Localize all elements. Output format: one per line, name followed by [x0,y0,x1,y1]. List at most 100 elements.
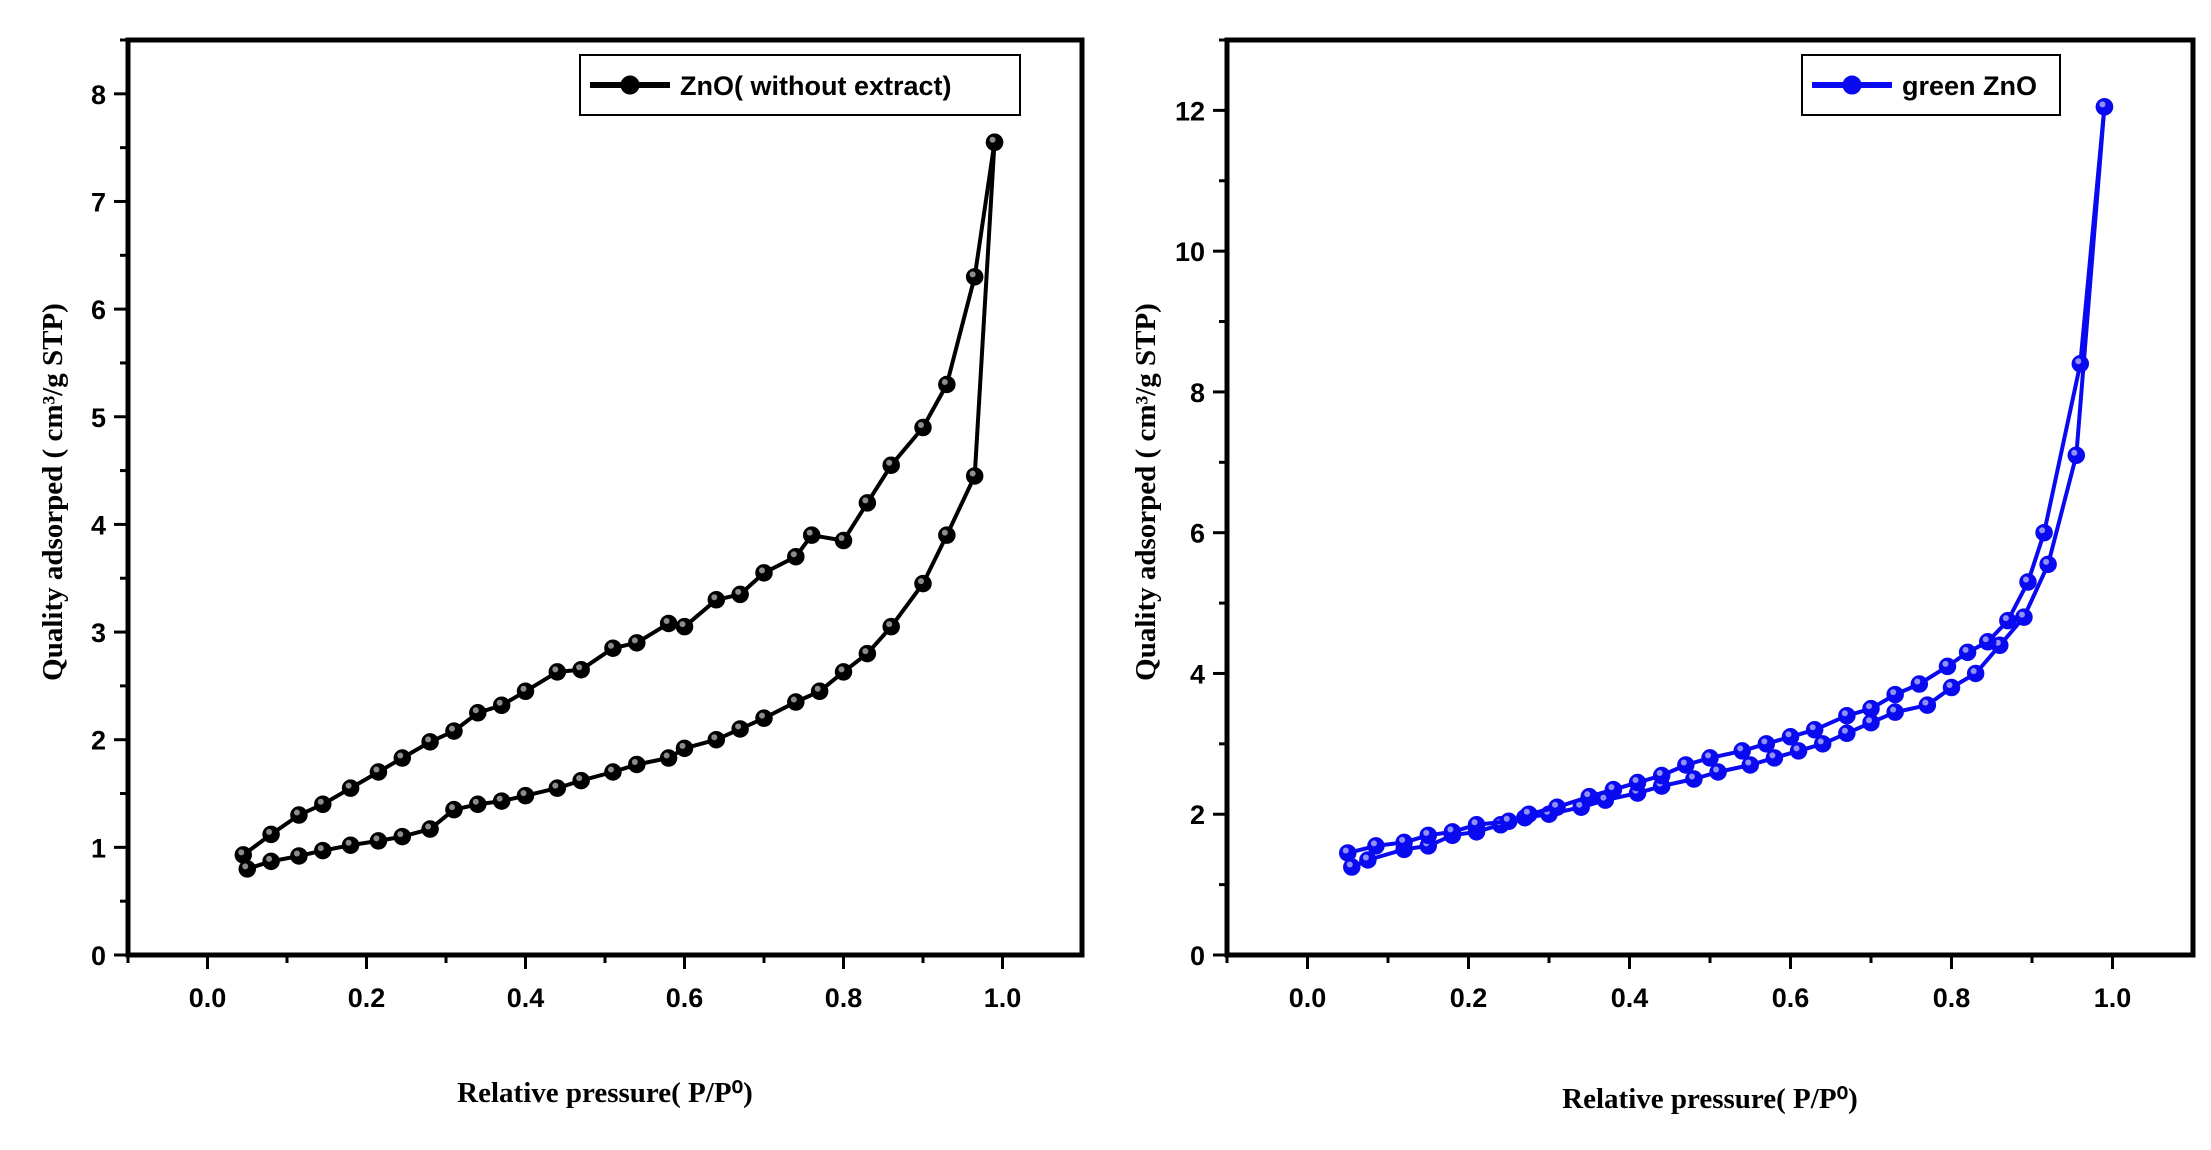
data-point [707,591,726,609]
data-point-highlight [266,828,273,835]
data-point [262,825,280,844]
data-point-highlight [1962,646,1969,653]
data-point-highlight [679,742,686,749]
data-point-highlight [2099,101,2106,108]
x-axis-title: Relative pressure( P/P⁰) [457,1077,753,1109]
data-point [1838,724,1856,743]
data-point [516,786,535,805]
data-point-highlight [1769,752,1776,759]
data-point-highlight [1745,759,1752,766]
data-point [675,617,694,636]
data-point [1580,787,1598,806]
data-point [1520,805,1538,823]
y-tick-label: 2 [91,726,106,756]
x-tick-label: 0.8 [1933,983,1971,1013]
data-point [1966,664,1985,683]
data-point-highlight [1785,731,1792,738]
data-point-highlight [1922,699,1929,706]
y-tick-label: 4 [91,510,106,540]
data-point-highlight [969,271,976,278]
data-point-highlight [425,736,432,743]
data-point [731,585,749,604]
data-point [516,682,535,701]
data-point-highlight [838,666,845,673]
data-point [1838,706,1856,725]
data-point [1942,678,1961,697]
data-point [858,644,877,663]
data-point-highlight [1632,777,1639,784]
data-point [1395,833,1413,852]
x-tick-label: 0.0 [189,983,227,1013]
data-point-highlight [472,798,479,805]
data-point-highlight [1656,770,1663,777]
y-tick-label: 0 [1190,941,1205,971]
data-point-highlight [1890,689,1897,696]
data-point-highlight [1576,801,1583,808]
data-point [882,456,900,474]
data-point [1443,823,1462,841]
data-point-highlight [679,621,686,628]
data-point [787,547,805,566]
data-point-highlight [242,863,249,870]
legend-label: green ZnO [1902,71,2037,101]
x-tick-label: 0.2 [1450,983,1488,1013]
data-point [290,847,308,865]
y-axis-title: Quality adsorped ( cm³/g STP) [1130,303,1162,681]
data-point-highlight [2039,527,2046,534]
data-point-highlight [1346,861,1353,868]
data-point [1978,633,1997,651]
x-tick-label: 0.6 [1772,983,1810,1013]
data-point [810,682,829,701]
data-point-highlight [2075,358,2082,365]
data-point-highlight [266,855,273,862]
data-point [1339,844,1357,862]
data-point-highlight [1584,791,1591,798]
data-point [341,836,360,854]
data-point-highlight [735,588,742,595]
data-point [2035,523,2053,542]
data-point-highlight [1523,808,1530,815]
data-point [2095,98,2114,116]
data-point-highlight [552,666,559,673]
data-point-highlight [373,766,380,773]
data-point-highlight [373,835,380,842]
data-point-highlight [1399,836,1406,843]
data-point [445,800,463,819]
data-point [628,634,646,652]
data-point [707,730,726,749]
data-point [834,531,853,550]
data-point-highlight [2022,576,2029,583]
y-tick-label: 0 [91,941,106,971]
data-point-highlight [448,804,455,811]
data-point-highlight [1970,667,1977,674]
data-point-highlight [711,734,718,741]
y-axis-ticks: 0 2 4 6 8 10 12 [1175,38,1227,971]
x-axis-title: Relative pressure( P/P⁰) [1562,1083,1858,1115]
data-point-highlight [1809,724,1816,731]
data-point-highlight [886,621,893,628]
data-point [369,832,388,850]
data-point-highlight [969,470,976,477]
data-point [1910,675,1929,693]
y-tick-label: 7 [91,187,106,217]
data-point [985,133,1004,152]
plot-frame [125,37,1085,958]
data-point-highlight [293,850,300,857]
data-point [787,693,805,711]
data-point-highlight [552,782,559,789]
data-point [262,852,280,871]
y-tick-label: 2 [1190,800,1205,830]
data-point [492,792,511,810]
data-point-highlight [345,839,352,846]
x-axis-ticks: 0.0 0.2 0.4 0.6 0.8 1.0 [126,955,1021,1013]
data-point [1604,780,1623,799]
x-tick-label: 0.2 [348,983,386,1013]
data-point-highlight [663,617,670,624]
data-point [1359,851,1377,869]
data-point-highlight [1914,678,1921,685]
data-point [1652,766,1671,785]
data-point-highlight [663,752,670,759]
data-point-highlight [607,766,614,773]
data-point-highlight [2018,611,2025,618]
y-tick-label: 6 [91,295,106,325]
